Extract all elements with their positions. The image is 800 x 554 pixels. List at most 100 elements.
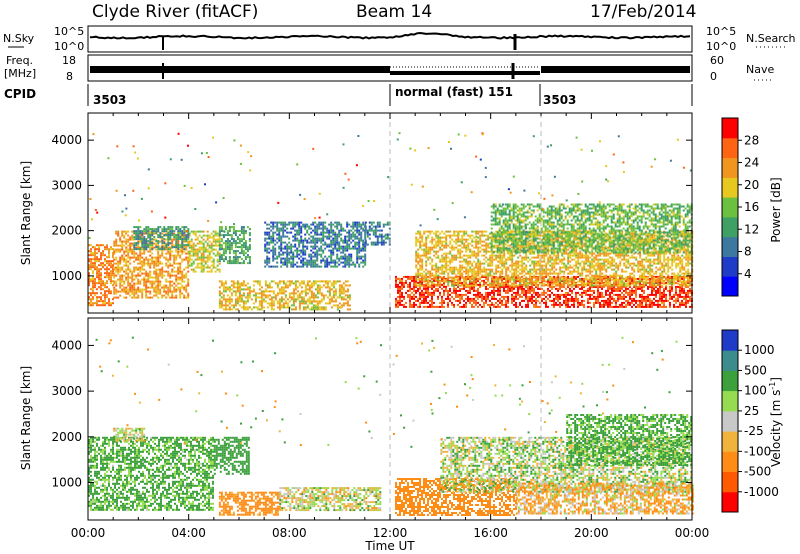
power-cell xyxy=(242,236,245,239)
power-cell xyxy=(525,295,527,298)
power-cell xyxy=(308,263,311,266)
power-cell xyxy=(246,282,249,285)
power-cell xyxy=(292,296,295,299)
power-cell xyxy=(290,280,293,283)
power-cell xyxy=(453,297,455,300)
power-cell xyxy=(569,299,571,302)
power-cell xyxy=(240,248,243,251)
power-cell xyxy=(455,283,457,286)
power-cell xyxy=(161,262,164,265)
power-cell xyxy=(157,248,160,251)
power-cell xyxy=(171,230,174,233)
power-cell xyxy=(443,252,446,255)
power-cell xyxy=(157,230,160,233)
power-cell xyxy=(547,297,549,300)
power-cell xyxy=(198,266,201,269)
power-cell xyxy=(322,229,325,232)
power-cell xyxy=(113,282,116,285)
power-cell xyxy=(200,236,203,239)
power-cell xyxy=(565,287,567,290)
power-cell xyxy=(100,274,102,277)
power-cell xyxy=(348,261,351,264)
power-cell xyxy=(320,241,323,244)
power-cell xyxy=(425,246,428,249)
power-cell xyxy=(266,249,269,252)
power-cell xyxy=(505,291,507,294)
power-cell xyxy=(423,297,425,300)
power-cell xyxy=(104,304,106,307)
power-cell xyxy=(358,251,361,254)
power-cell xyxy=(131,278,134,281)
power-cell xyxy=(465,230,468,233)
power-cell xyxy=(521,285,523,288)
power-cell xyxy=(467,274,470,277)
power-cell xyxy=(467,299,469,302)
power-cell xyxy=(306,231,309,234)
power-cell xyxy=(220,300,223,303)
power-cell xyxy=(663,295,665,298)
power-cell xyxy=(123,250,126,253)
power-cell xyxy=(326,280,329,283)
power-cell xyxy=(230,248,233,251)
power-cell xyxy=(125,230,128,233)
power-cell xyxy=(529,285,531,288)
power-cell xyxy=(330,235,333,238)
power-cell xyxy=(328,302,331,305)
power-cell xyxy=(151,248,154,251)
power-cell xyxy=(218,306,221,309)
power-cell xyxy=(473,285,475,288)
power-cell xyxy=(236,284,239,287)
power-cell xyxy=(145,248,148,251)
power-cell xyxy=(232,282,235,285)
power-cell xyxy=(149,258,152,261)
power-cell xyxy=(183,288,186,291)
power-cell xyxy=(459,238,462,241)
power-cell xyxy=(143,272,146,275)
freq-label: Freq. xyxy=(6,54,33,67)
power-cell xyxy=(302,225,305,228)
power-cell xyxy=(115,242,118,245)
power-cell xyxy=(108,264,110,267)
power-cell xyxy=(98,304,100,307)
power-cell xyxy=(415,256,418,259)
power-cell xyxy=(151,240,154,243)
power-cell xyxy=(270,296,273,299)
power-cell xyxy=(314,237,317,240)
power-cell xyxy=(515,293,517,296)
power-cell xyxy=(212,266,215,269)
power-cell xyxy=(288,261,291,264)
power-cell xyxy=(435,242,438,245)
power-cell xyxy=(220,258,223,261)
power-cell xyxy=(344,229,347,232)
power-cell xyxy=(131,230,134,233)
power-cell xyxy=(320,294,323,297)
power-cell xyxy=(399,291,401,294)
power-cell xyxy=(145,246,148,249)
power-cell xyxy=(330,221,333,224)
power-cell xyxy=(165,234,168,237)
power-cell xyxy=(330,306,333,309)
power-cell xyxy=(427,246,430,249)
power-cell xyxy=(635,285,637,288)
power-cell xyxy=(274,253,277,256)
power-cell xyxy=(145,242,148,245)
power-cell xyxy=(425,254,428,257)
power-cell xyxy=(547,279,549,282)
power-cell xyxy=(254,300,257,303)
power-cell xyxy=(465,262,468,265)
power-cell xyxy=(338,263,341,266)
power-cell xyxy=(226,232,229,235)
power-cell xyxy=(495,283,497,286)
power-cell xyxy=(623,297,625,300)
power-cell xyxy=(280,237,283,240)
power-cell xyxy=(159,260,162,263)
power-cell xyxy=(181,286,184,289)
power-cell xyxy=(153,262,156,265)
power-cell xyxy=(449,252,452,255)
power-cell xyxy=(338,243,341,246)
power-cell xyxy=(248,228,251,231)
power-cell xyxy=(228,308,231,311)
power-cell xyxy=(94,262,96,265)
power-cell xyxy=(264,233,267,236)
power-cell xyxy=(481,295,483,298)
